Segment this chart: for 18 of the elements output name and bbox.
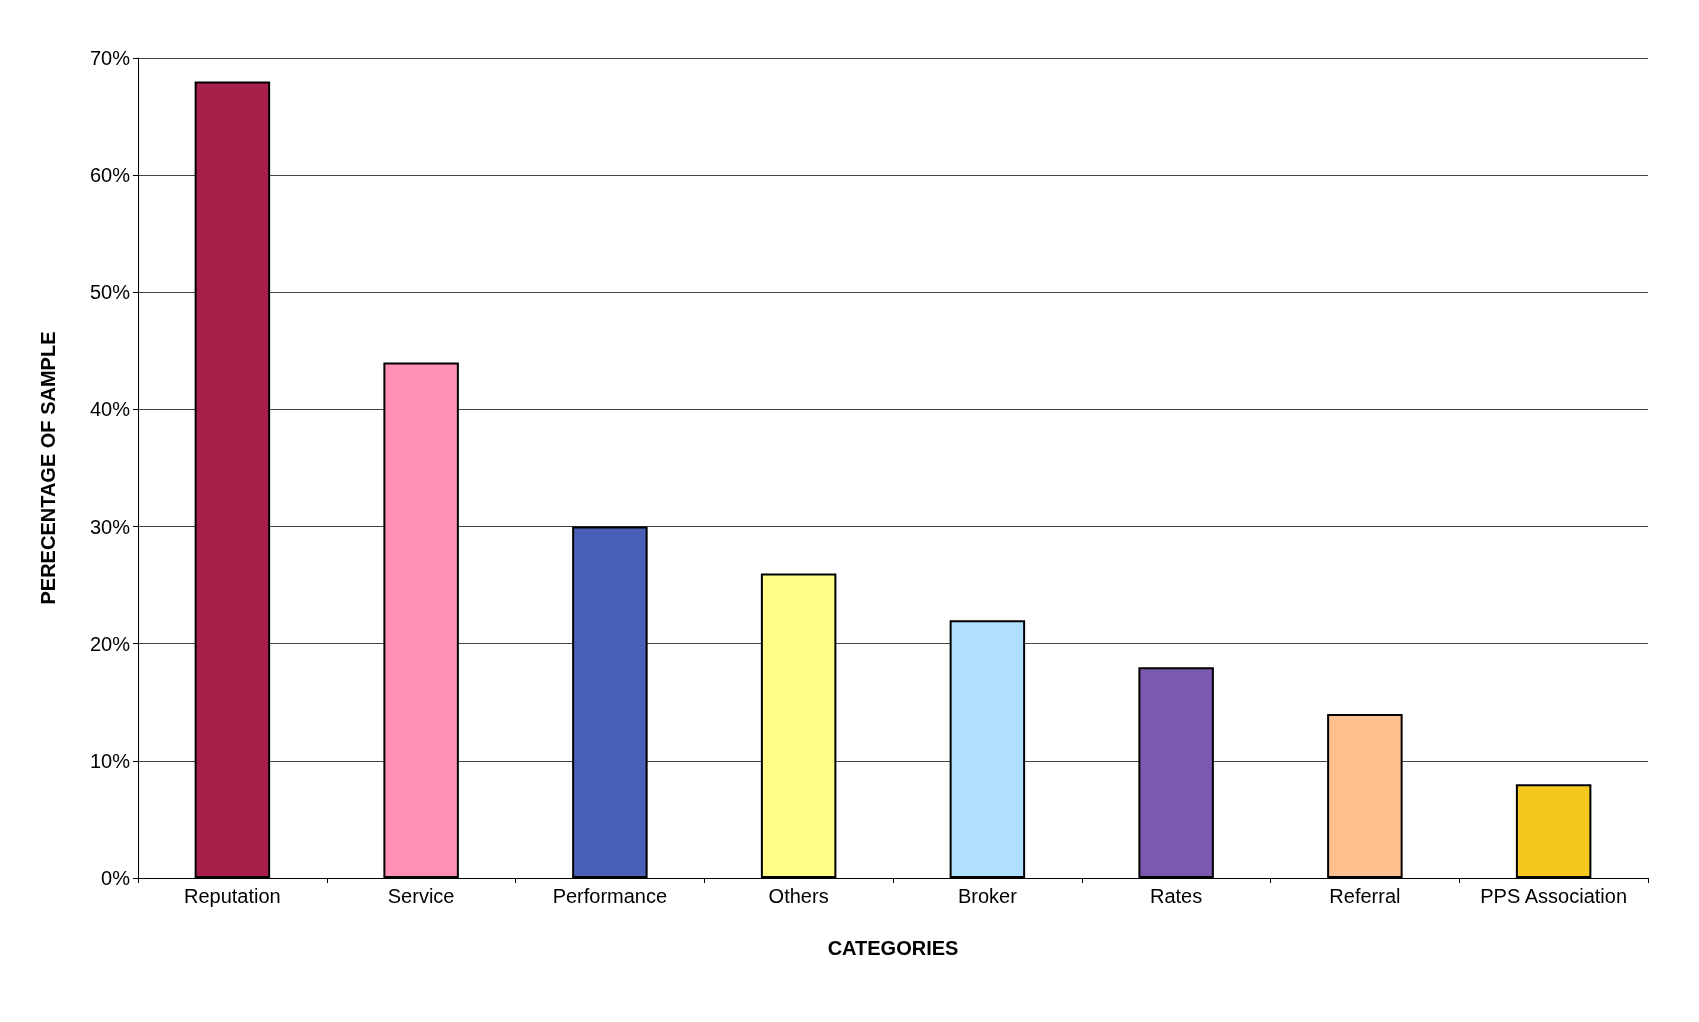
x-tick-label: Others: [768, 885, 829, 907]
x-axis-title: CATEGORIES: [827, 937, 959, 959]
y-tick-label: 20%: [89, 632, 131, 655]
y-axis-title: PERECENTAGE OF SAMPLE: [37, 331, 59, 605]
y-tick-label: 40%: [89, 398, 131, 421]
x-tick-label: Rates: [1150, 885, 1203, 907]
y-tick-label: 60%: [89, 164, 131, 187]
x-tick-label: Performance: [552, 885, 668, 907]
y-tick-label: 70%: [89, 47, 131, 69]
y-tick-label: 50%: [89, 281, 131, 304]
x-tick-label: Referral: [1329, 885, 1401, 907]
y-tick-label: 0%: [101, 867, 131, 889]
y-tick-label: 10%: [89, 749, 131, 772]
y-tick-label: 30%: [89, 515, 131, 538]
x-tick-label: Reputation: [184, 885, 281, 907]
x-tick-label: PPS Association: [1480, 885, 1627, 907]
x-tick-label: Broker: [957, 885, 1018, 907]
x-tick-label: Service: [387, 885, 455, 907]
